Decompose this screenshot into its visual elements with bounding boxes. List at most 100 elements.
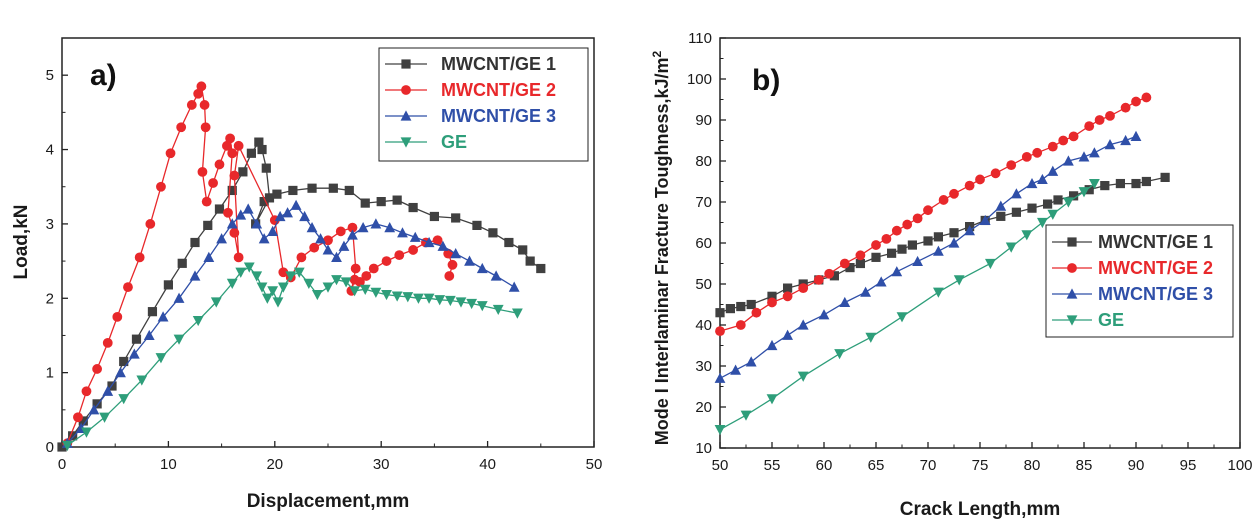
data-point xyxy=(235,209,247,220)
x-axis-title-b: Crack Length,mm xyxy=(900,499,1060,520)
data-point xyxy=(214,204,225,214)
y-tick-label: 4 xyxy=(46,142,54,159)
data-point xyxy=(173,334,185,345)
data-point xyxy=(242,203,254,214)
data-point xyxy=(272,189,282,199)
data-point xyxy=(370,287,382,298)
data-point xyxy=(1084,121,1095,132)
data-point xyxy=(1037,217,1048,229)
data-point xyxy=(368,263,379,274)
data-point xyxy=(357,222,369,233)
data-point xyxy=(311,289,323,301)
data-point xyxy=(995,200,1007,211)
y-tick-label: 5 xyxy=(46,67,54,84)
data-point xyxy=(1105,111,1115,121)
data-point xyxy=(933,232,943,242)
legend-b: MWCNT/GE 1 MWCNT/GE 2 MWCNT/GE 3 GE xyxy=(1045,224,1234,338)
y-tick-label: 60 xyxy=(695,235,712,252)
data-point xyxy=(147,307,158,317)
data-point xyxy=(243,262,255,273)
data-point xyxy=(437,240,449,251)
data-point xyxy=(464,255,475,266)
legend-marker xyxy=(401,85,411,95)
data-point xyxy=(258,233,270,244)
data-point xyxy=(979,214,991,226)
data-point xyxy=(865,332,877,343)
y-tick-label: 10 xyxy=(695,440,712,457)
data-point xyxy=(370,218,382,229)
data-point xyxy=(1047,209,1059,220)
data-point xyxy=(216,233,227,244)
legend-label: GE xyxy=(1098,310,1124,330)
y-axis-b: 10 20 30 40 50 60 70 80 90 100 110 xyxy=(687,30,726,457)
data-point xyxy=(834,349,845,360)
data-point xyxy=(1011,207,1021,217)
data-point xyxy=(949,188,959,199)
data-point xyxy=(423,236,435,248)
data-point xyxy=(845,263,855,273)
legend-marker xyxy=(1067,263,1077,273)
data-point xyxy=(949,228,959,238)
data-point xyxy=(444,271,455,281)
y-tick-label: 30 xyxy=(695,358,712,375)
data-point xyxy=(434,295,446,306)
data-point xyxy=(238,167,248,177)
data-point xyxy=(251,271,263,282)
y-tick-label: 20 xyxy=(695,399,712,416)
x-tick-label: 55 xyxy=(764,457,781,474)
data-point xyxy=(203,220,213,230)
data-point xyxy=(488,228,498,238)
data-point xyxy=(335,226,346,237)
data-point xyxy=(176,122,187,133)
data-point xyxy=(274,210,286,222)
x-tick-label: 75 xyxy=(972,457,989,474)
data-point xyxy=(1130,130,1142,141)
data-point xyxy=(740,410,752,421)
data-point xyxy=(200,122,211,133)
data-point xyxy=(504,237,514,248)
data-point xyxy=(896,312,908,323)
series-layer-b xyxy=(714,92,1170,436)
data-point xyxy=(897,244,907,254)
legend-marker xyxy=(401,59,411,69)
data-point xyxy=(299,210,310,222)
legend-marker xyxy=(400,110,412,121)
series-3 xyxy=(714,130,1142,383)
data-point xyxy=(766,339,778,351)
data-point xyxy=(123,282,133,293)
data-point xyxy=(447,259,458,270)
data-point xyxy=(1120,102,1131,113)
y-tick-label: 90 xyxy=(695,112,712,129)
x-tick-label: 70 xyxy=(920,457,937,474)
data-point xyxy=(938,195,949,205)
data-point xyxy=(518,245,528,255)
data-point xyxy=(293,267,305,278)
data-point xyxy=(233,140,244,151)
data-point xyxy=(767,291,777,301)
data-point xyxy=(134,252,145,263)
data-point xyxy=(782,329,793,340)
data-point xyxy=(177,258,187,268)
data-point xyxy=(1006,160,1017,171)
x-tick-label: 85 xyxy=(1076,457,1093,474)
legend-frame xyxy=(1045,224,1234,338)
data-point xyxy=(887,248,897,258)
data-point xyxy=(347,229,358,240)
data-point xyxy=(282,207,293,218)
data-point xyxy=(953,275,965,286)
data-point xyxy=(1078,187,1090,198)
data-point xyxy=(267,225,279,236)
data-point xyxy=(214,159,225,170)
data-point xyxy=(964,180,975,191)
data-point xyxy=(466,298,478,310)
data-point xyxy=(251,218,263,229)
data-point xyxy=(165,148,176,159)
data-point xyxy=(1131,96,1141,107)
data-point xyxy=(296,252,307,263)
data-point xyxy=(1141,176,1151,187)
x-tick-label: 60 xyxy=(816,457,833,474)
y-axis-title-b: Mode I Interlaminar Fracture Toughness,k… xyxy=(650,50,672,445)
data-point xyxy=(328,183,338,193)
data-point xyxy=(338,240,350,251)
data-point xyxy=(392,195,402,205)
